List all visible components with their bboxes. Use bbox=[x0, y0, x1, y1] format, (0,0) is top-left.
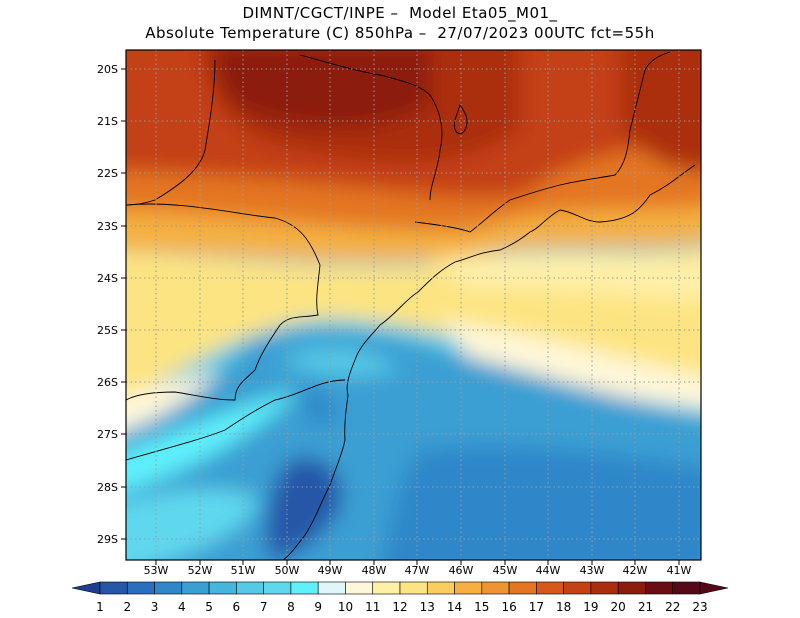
colorbar-swatch bbox=[208, 581, 237, 595]
colorbar-swatch bbox=[426, 581, 455, 595]
colorbar-swatch bbox=[372, 581, 401, 595]
lat-label: 26S bbox=[97, 376, 118, 389]
lon-label: 42W bbox=[623, 564, 648, 577]
colorbar-swatch bbox=[645, 581, 674, 595]
lat-label: 23S bbox=[97, 220, 118, 233]
colorbar-label: 13 bbox=[420, 600, 435, 614]
grid-lines bbox=[126, 50, 701, 560]
colorbar-swatch bbox=[263, 581, 292, 595]
colorbar-label: 19 bbox=[583, 600, 598, 614]
lake bbox=[453, 104, 468, 134]
colorbar: 1 2 3 4 5 6 7 8 9 10 11 12 13 14 15 16 17 18 19 20 21 22 23 bbox=[71, 581, 729, 614]
chart-title-line1: DIMNT/CGCT/INPE – Model Eta05_M01_ bbox=[242, 4, 558, 22]
lon-label: 51W bbox=[231, 564, 256, 577]
lon-label: 50W bbox=[275, 564, 300, 577]
plot-frame bbox=[125, 49, 702, 561]
lat-label: 21S bbox=[97, 115, 118, 128]
colorbar-swatch bbox=[617, 581, 646, 595]
colorbar-arrow-low bbox=[71, 581, 101, 595]
colorbar-label: 20 bbox=[611, 600, 626, 614]
lon-label: 53W bbox=[144, 564, 169, 577]
colorbar-label: 18 bbox=[556, 600, 571, 614]
border-mg-sp bbox=[299, 54, 443, 201]
border-sp-pr bbox=[126, 203, 321, 326]
colorbar-swatch bbox=[317, 581, 346, 595]
colorbar-swatch bbox=[454, 581, 483, 595]
colorbar-swatch bbox=[345, 581, 374, 595]
lat-label: 29S bbox=[97, 533, 118, 546]
colorbar-swatch bbox=[508, 581, 537, 595]
lon-label: 48W bbox=[362, 564, 387, 577]
lon-label: 43W bbox=[580, 564, 605, 577]
colorbar-swatch bbox=[672, 581, 701, 595]
colorbar-swatch bbox=[399, 581, 428, 595]
lon-label: 47W bbox=[405, 564, 430, 577]
colorbar-swatch bbox=[181, 581, 210, 595]
colorbar-label: 22 bbox=[665, 600, 680, 614]
lat-label: 20S bbox=[97, 63, 118, 76]
colorbar-label: 15 bbox=[474, 600, 489, 614]
colorbar-label: 1 bbox=[96, 600, 104, 614]
colorbar-swatch bbox=[236, 581, 264, 595]
axis-ticks bbox=[121, 68, 680, 565]
colorbar-label: 16 bbox=[501, 600, 516, 614]
colorbar-swatch bbox=[290, 581, 319, 595]
lat-label: 25S bbox=[97, 324, 118, 337]
colorbar-swatch bbox=[154, 581, 183, 595]
lat-labels: 20S 21S 22S 23S 24S 25S 26S 27S 28S 29S bbox=[97, 63, 118, 546]
colorbar-label: 6 bbox=[233, 600, 241, 614]
colorbar-swatch bbox=[99, 581, 128, 595]
colorbar-label: 21 bbox=[638, 600, 653, 614]
border-sc-rs bbox=[126, 379, 346, 461]
lon-label: 44W bbox=[536, 564, 561, 577]
colorbar-label: 17 bbox=[529, 600, 544, 614]
colorbar-label: 23 bbox=[692, 600, 707, 614]
colorbar-swatch bbox=[563, 581, 592, 595]
colorbar-label: 3 bbox=[151, 600, 159, 614]
colorbar-label: 10 bbox=[338, 600, 353, 614]
lon-label: 41W bbox=[667, 564, 692, 577]
colorbar-swatch bbox=[536, 581, 564, 595]
lon-label: 52W bbox=[188, 564, 213, 577]
colorbar-label: 14 bbox=[447, 600, 462, 614]
colorbar-label: 8 bbox=[287, 600, 295, 614]
border-ms-sp bbox=[126, 59, 216, 206]
lat-label: 24S bbox=[97, 272, 118, 285]
coastline bbox=[282, 164, 696, 560]
lon-labels: 53W 52W 51W 50W 49W 48W 47W 46W 45W 44W … bbox=[144, 564, 692, 577]
colorbar-label: 12 bbox=[392, 600, 407, 614]
lat-label: 22S bbox=[97, 167, 118, 180]
lon-label: 45W bbox=[493, 564, 518, 577]
colorbar-label: 7 bbox=[260, 600, 268, 614]
chart-title-line2: Absolute Temperature (C) 850hPa – 27/07/… bbox=[145, 24, 655, 42]
colorbar-swatch bbox=[481, 581, 510, 595]
border-mg-rj bbox=[414, 51, 671, 233]
lat-label: 27S bbox=[97, 428, 118, 441]
colorbar-label: 11 bbox=[365, 600, 380, 614]
colorbar-swatch bbox=[590, 581, 619, 595]
colorbar-label: 4 bbox=[178, 600, 186, 614]
lon-label: 49W bbox=[318, 564, 343, 577]
colorbar-label: 9 bbox=[314, 600, 322, 614]
lat-label: 28S bbox=[97, 481, 118, 494]
temperature-field bbox=[126, 50, 701, 560]
colorbar-arrow-high bbox=[699, 581, 729, 595]
colorbar-label: 2 bbox=[123, 600, 131, 614]
colorbar-label: 5 bbox=[205, 600, 213, 614]
colorbar-swatch bbox=[126, 581, 155, 595]
lon-label: 46W bbox=[449, 564, 474, 577]
